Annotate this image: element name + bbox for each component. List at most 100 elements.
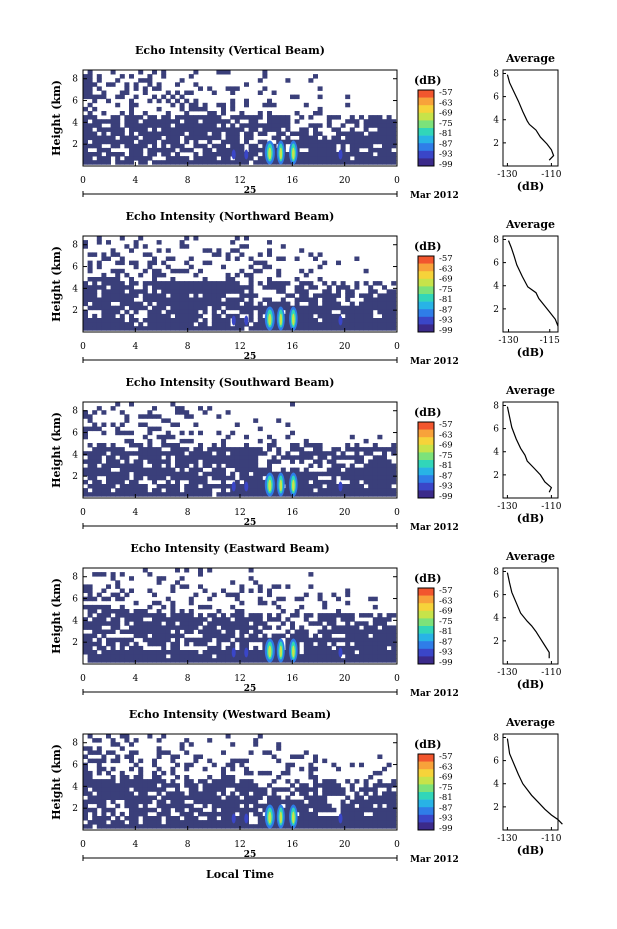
- colorbar-swatch: [418, 271, 434, 280]
- date-day: 25: [244, 684, 257, 694]
- profile-x-label: (dB): [517, 512, 544, 525]
- colorbar-swatch: [418, 294, 434, 302]
- panel-title: Echo Intensity (Westward Beam): [129, 708, 331, 721]
- colorbar-level: -57: [439, 752, 453, 762]
- profile-y-tick: 2: [493, 305, 499, 315]
- colorbar-level: -75: [439, 451, 453, 461]
- colorbar-level: -75: [439, 285, 453, 295]
- colorbar-swatch: [418, 256, 434, 264]
- colorbar-swatch: [418, 105, 434, 114]
- echo-weak: [338, 149, 343, 160]
- profile-y-tick: 4: [493, 116, 499, 126]
- profile-x-tick: -110: [541, 502, 561, 512]
- profile-line: [506, 74, 555, 161]
- echo-core-inner: [292, 811, 295, 824]
- colorbar-level: -63: [439, 264, 453, 274]
- colorbar-swatch: [418, 603, 434, 612]
- profile-x-tick: -110: [541, 834, 561, 844]
- colorbar-swatch: [418, 761, 434, 770]
- profile-line: [506, 738, 563, 825]
- echo-core-inner: [268, 147, 272, 160]
- colorbar-level: -87: [439, 471, 453, 481]
- colorbar-swatch: [418, 112, 434, 121]
- profile-title: Average: [505, 550, 555, 563]
- x-tick-label: 0: [80, 508, 86, 518]
- colorbar-level: -87: [439, 637, 453, 647]
- colorbar-level: -99: [439, 492, 453, 502]
- panel-3: Echo Intensity (Southward Beam) 8 6 4 2 Heigh…: [50, 376, 562, 533]
- profile-x-label: (dB): [517, 180, 544, 193]
- colorbar-level: -57: [439, 254, 453, 264]
- heatmap-cells: [83, 568, 397, 663]
- y-tick-label: 2: [72, 472, 78, 482]
- colorbar-swatch: [418, 814, 434, 823]
- panel-2: Echo Intensity (Northward Beam) 8 6 4 2 Heigh…: [50, 210, 560, 367]
- echo-core-inner: [292, 479, 295, 492]
- date-month: Mar 2012: [410, 191, 459, 201]
- echo-weak: [231, 149, 236, 160]
- colorbar-level: -57: [439, 586, 453, 596]
- colorbar-swatch: [418, 595, 434, 604]
- x-tick-label: 4: [132, 176, 138, 186]
- colorbar-level: -99: [439, 658, 453, 668]
- colorbar-frame: [417, 89, 435, 167]
- colorbar-swatch: [418, 437, 434, 446]
- echo-weak: [244, 315, 249, 326]
- colorbar-swatch: [418, 128, 434, 136]
- colorbar-level: -63: [439, 430, 453, 440]
- x-tick-label: 8: [185, 176, 191, 186]
- colorbar-level: -99: [439, 824, 453, 834]
- panel-1: Echo Intensity (Vertical Beam) 8 6 4 2 Height…: [50, 44, 562, 201]
- echo-weak: [231, 315, 236, 326]
- colorbar-level: -93: [439, 482, 453, 492]
- colorbar-swatch: [418, 656, 434, 665]
- x-tick-label: 12: [234, 176, 245, 186]
- y-tick-label: 8: [72, 573, 78, 583]
- profile-x-tick: -115: [540, 336, 560, 346]
- colorbar-swatch: [418, 316, 434, 325]
- colorbar-swatch: [418, 143, 434, 152]
- colorbar-swatch: [418, 429, 434, 438]
- colorbar-swatch: [418, 120, 434, 129]
- colorbar-level: -75: [439, 617, 453, 627]
- x-tick-label: 12: [234, 840, 245, 850]
- x-tick-label: 16: [287, 508, 299, 518]
- x-tick-label: 0: [80, 342, 86, 352]
- heatmap-cells: [83, 402, 397, 497]
- colorbar-swatch: [418, 263, 434, 272]
- echo-core-inner: [268, 645, 272, 658]
- x-tick-label: 20: [339, 840, 351, 850]
- x-tick-label: 4: [132, 342, 138, 352]
- echo-core-inner: [292, 147, 295, 160]
- date-month: Mar 2012: [410, 523, 459, 533]
- colorbar-swatch: [418, 475, 434, 484]
- echo-weak: [231, 481, 236, 492]
- echo-weak: [244, 149, 249, 160]
- colorbar-level: -93: [439, 150, 453, 160]
- colorbar-swatch: [418, 158, 434, 167]
- colorbar-swatch: [418, 626, 434, 634]
- heatmap-cells: [83, 70, 397, 165]
- colorbar-swatch: [418, 618, 434, 627]
- y-tick-label: 6: [72, 429, 78, 439]
- colorbar-level: -69: [439, 109, 453, 119]
- profile-y-tick: 8: [493, 567, 499, 577]
- x-tick-label: 16: [287, 840, 299, 850]
- x-tick-label: 20: [339, 176, 351, 186]
- y-tick-label: 6: [72, 761, 78, 771]
- echo-core-inner: [279, 313, 283, 326]
- x-tick-label: 0: [394, 508, 400, 518]
- echo-weak: [244, 481, 249, 492]
- profile-title: Average: [505, 52, 555, 65]
- profile-x-tick: -130: [498, 336, 518, 346]
- colorbar-swatch: [418, 792, 434, 800]
- colorbar-swatch: [418, 769, 434, 778]
- x-tick-label: 20: [339, 674, 351, 684]
- colorbar-swatch: [418, 150, 434, 159]
- panel-5: Echo Intensity (Westward Beam) 8 6 4 2 Height…: [50, 708, 563, 865]
- y-tick-label: 4: [72, 118, 78, 128]
- echo-core-inner: [292, 313, 295, 326]
- echo-weak: [338, 481, 343, 492]
- profile-y-tick: 4: [493, 614, 499, 624]
- colorbar-swatch: [418, 822, 434, 831]
